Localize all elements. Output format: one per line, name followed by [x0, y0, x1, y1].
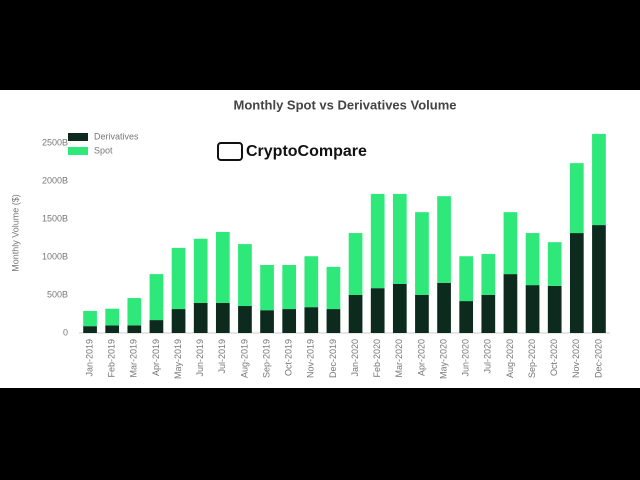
bar-segment — [260, 310, 274, 333]
y-tick-label: 0 — [63, 327, 68, 337]
x-tick-label: Mar-2019 — [129, 339, 139, 378]
bar-segment — [304, 256, 319, 308]
x-tick-label: Oct-2020 — [549, 339, 559, 376]
logo-icon — [217, 142, 243, 161]
bar-segment — [415, 295, 429, 333]
logo: CryptoCompare — [217, 142, 367, 161]
x-tick-label: Jun-2019 — [195, 339, 205, 377]
x-tick-label: May-2020 — [438, 339, 448, 379]
legend-label: Spot — [94, 145, 113, 155]
x-tick-label: Aug-2020 — [505, 339, 515, 378]
bar-segment — [392, 193, 407, 284]
x-tick-label: Sep-2019 — [261, 339, 271, 378]
chart-title: Monthly Spot vs Derivatives Volume — [234, 97, 457, 112]
bar-segment — [149, 320, 164, 333]
x-tick-label: Nov-2019 — [306, 339, 316, 378]
bar-segment — [238, 244, 252, 307]
bar-segment — [260, 264, 274, 311]
bar-segment — [193, 302, 208, 333]
legend-swatch — [68, 133, 88, 141]
bar-segment — [437, 282, 451, 333]
bar-segment — [326, 309, 341, 333]
bar-segment — [304, 307, 319, 333]
bar-segment — [127, 325, 142, 333]
bar-segment — [348, 295, 363, 333]
y-tick-label: 1500B — [42, 213, 68, 223]
y-tick-label: 1000B — [42, 251, 68, 261]
bar-segment — [171, 247, 186, 310]
bar-segment — [326, 266, 341, 310]
x-tick-label: Mar-2020 — [394, 339, 404, 378]
bar-segment — [105, 325, 120, 333]
x-tick-label: Jan-2019 — [84, 339, 94, 377]
x-tick-label: Nov-2020 — [571, 339, 581, 378]
bar-segment — [83, 310, 97, 327]
bar-segment — [370, 193, 385, 289]
bar-segment — [525, 233, 540, 286]
bar-segment — [569, 233, 584, 333]
x-tick-label: Feb-2020 — [372, 339, 382, 378]
bar-segment — [547, 285, 562, 333]
bar-segment — [437, 196, 451, 283]
x-tick-label: May-2019 — [173, 339, 183, 379]
y-tick-label: 2000B — [42, 175, 68, 185]
x-tick-label: Apr-2019 — [151, 339, 161, 376]
x-tick-label: Aug-2019 — [239, 339, 249, 378]
bar-segment — [392, 283, 407, 333]
bar-segment — [215, 302, 230, 333]
y-tick-label: 2500B — [42, 137, 68, 147]
x-tick-label: Jan-2020 — [350, 339, 360, 377]
bar-segment — [459, 301, 474, 333]
bar-segment — [547, 242, 562, 286]
x-tick-label: Jul-2020 — [483, 339, 493, 374]
bar-segment — [592, 133, 606, 226]
x-tick-label: Dec-2020 — [593, 339, 603, 378]
bar-segment — [481, 295, 496, 333]
bar-segment — [282, 264, 297, 310]
legend-swatch — [68, 147, 88, 155]
bar-segment — [193, 238, 208, 303]
bar-segment — [238, 306, 252, 333]
x-tick-label: Feb-2019 — [107, 339, 117, 378]
bar-segment — [459, 256, 474, 302]
bar-segment — [215, 231, 230, 303]
legend-label: Derivatives — [94, 131, 139, 141]
bar-segment — [569, 163, 584, 234]
x-tick-label: Oct-2019 — [284, 339, 294, 376]
bar-segment — [525, 285, 540, 333]
bar-segment — [415, 212, 429, 295]
bar-segment — [171, 309, 186, 333]
bar-segment — [503, 212, 518, 275]
x-tick-label: Dec-2019 — [328, 339, 338, 378]
bar-segment — [348, 233, 363, 295]
bar-segment — [370, 288, 385, 333]
y-tick-label: 500B — [47, 289, 68, 299]
bar-segment — [592, 225, 606, 333]
x-tick-label: Jun-2020 — [461, 339, 471, 377]
bar-segment — [282, 309, 297, 333]
x-tick-label: Sep-2020 — [527, 339, 537, 378]
bar-segment — [481, 253, 496, 295]
bar-segment — [127, 298, 142, 326]
x-tick-label: Apr-2020 — [416, 339, 426, 376]
bar-segment — [83, 326, 97, 333]
x-tick-label: Jul-2019 — [217, 339, 227, 374]
y-axis-label: Monthly Volume ($) — [10, 194, 20, 272]
bar-segment — [149, 274, 164, 321]
bar-segment — [105, 308, 120, 326]
logo-text: CryptoCompare — [246, 143, 367, 160]
bar-segment — [503, 274, 518, 333]
